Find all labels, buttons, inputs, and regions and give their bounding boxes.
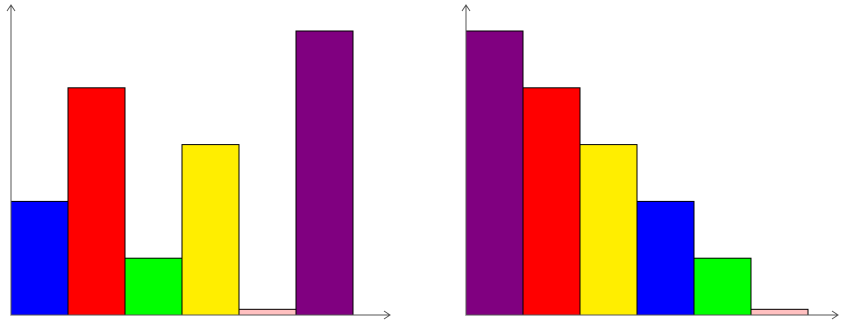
bar-1 xyxy=(10,200,69,316)
bar-3 xyxy=(579,144,638,316)
bar-3 xyxy=(124,257,183,316)
x-axis-arrow-icon xyxy=(383,310,391,320)
y-axis-arrow-icon xyxy=(461,4,471,12)
bar-2 xyxy=(67,87,126,316)
bar-2 xyxy=(522,87,581,316)
bar-5 xyxy=(693,257,752,316)
bar-6 xyxy=(750,308,809,316)
bar-4 xyxy=(636,200,695,316)
bar-1 xyxy=(465,30,524,316)
chart-unsorted xyxy=(6,4,391,320)
chart-sorted xyxy=(461,4,839,320)
x-axis-arrow-icon xyxy=(831,310,839,320)
bar-6 xyxy=(295,30,354,316)
y-axis-arrow-icon xyxy=(6,4,16,12)
bar-5 xyxy=(238,308,297,316)
bar-4 xyxy=(181,144,240,316)
